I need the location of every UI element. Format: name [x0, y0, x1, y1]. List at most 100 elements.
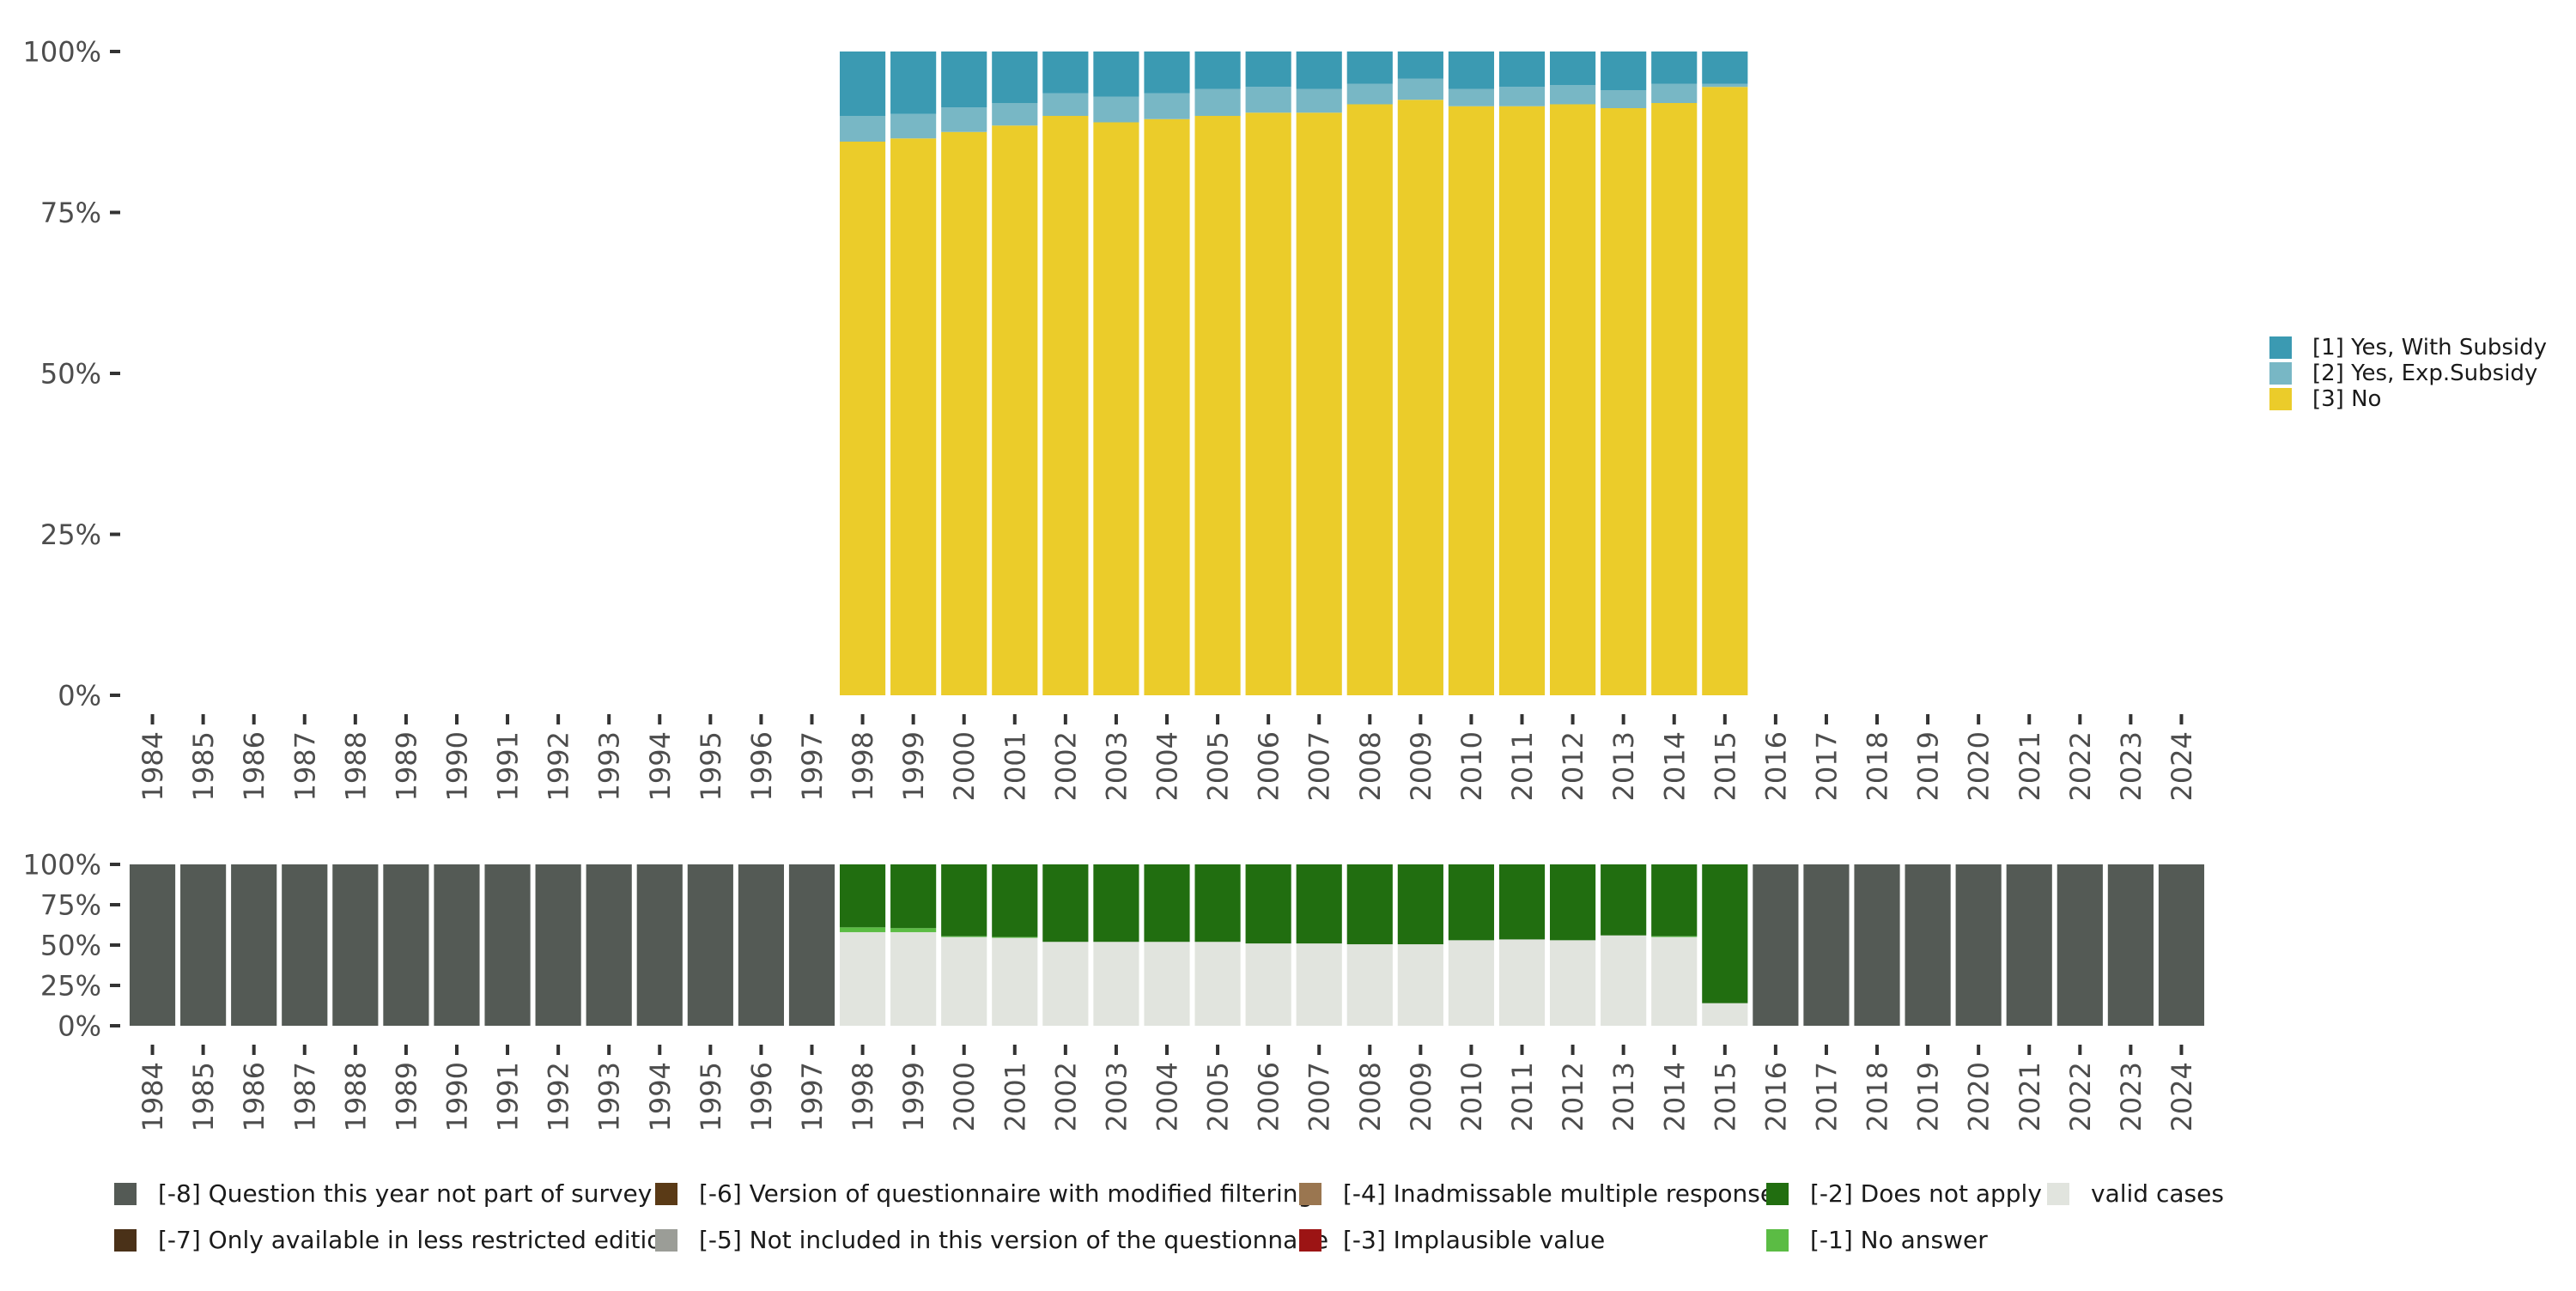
- x-tick-label: 2015: [1709, 731, 1741, 801]
- bar-segment: [1296, 52, 1342, 89]
- x-tick-label: 2014: [1658, 731, 1691, 801]
- bar-segment: [992, 125, 1038, 695]
- x-tick-label: 1995: [695, 731, 727, 801]
- bottom-legend: [-8] Question this year not part of surv…: [114, 1179, 2224, 1254]
- x-tick-label: 2007: [1303, 731, 1336, 801]
- bar-segment: [1093, 942, 1139, 1026]
- x-tick-label: 2021: [2014, 731, 2046, 801]
- bar-segment: [1702, 83, 1748, 88]
- x-tick-label: 1999: [897, 731, 930, 801]
- x-tick-label: 2004: [1151, 1062, 1184, 1131]
- bar-segment: [839, 52, 886, 116]
- bar-segment: [992, 52, 1038, 103]
- bar-segment: [1042, 52, 1089, 94]
- bar-segment: [1550, 104, 1596, 695]
- x-tick-label: 1994: [644, 731, 677, 801]
- bar-segment: [992, 864, 1038, 937]
- bar-segment: [1296, 112, 1342, 695]
- bar-segment: [1448, 52, 1495, 89]
- bar-segment: [1144, 864, 1190, 942]
- bar-segment: [992, 936, 1038, 938]
- bar-segment: [1042, 116, 1089, 695]
- legend-swatch: [1766, 1183, 1789, 1205]
- x-tick-label: 2019: [1912, 731, 1945, 801]
- x-tick-label: 2016: [1759, 731, 1792, 801]
- bar-segment: [180, 864, 227, 1026]
- bar-segment: [1093, 122, 1139, 695]
- x-tick-label: 1990: [440, 1062, 473, 1131]
- bar-segment: [941, 936, 987, 1026]
- bar-segment: [1397, 78, 1443, 100]
- bar-segment: [1346, 52, 1393, 84]
- bar-segment: [687, 864, 733, 1026]
- x-tick-label: 1986: [238, 731, 270, 801]
- bar-segment: [1144, 942, 1190, 1026]
- bar-segment: [1448, 88, 1495, 106]
- x-tick-label: 2007: [1303, 1062, 1336, 1131]
- bar-segment: [1245, 112, 1291, 695]
- x-tick-label: 1992: [543, 1062, 575, 1131]
- bar-segment: [941, 936, 987, 937]
- legend-label: [-5] Not included in this version of the…: [699, 1226, 1328, 1254]
- bar-segment: [941, 864, 987, 936]
- bar-segment: [383, 864, 429, 1026]
- bar-segment: [636, 864, 683, 1026]
- x-tick-label: 2010: [1455, 1062, 1488, 1131]
- x-tick-label: 1995: [695, 1062, 727, 1131]
- x-tick-label: 1990: [440, 731, 473, 801]
- bar-segment: [1498, 864, 1546, 940]
- x-tick-label: 1991: [492, 1062, 525, 1131]
- bar-segment: [1397, 944, 1443, 1026]
- legend-swatch: [2269, 336, 2292, 359]
- bar-segment: [1296, 943, 1342, 1026]
- x-tick-label: 1987: [289, 731, 321, 801]
- bar-segment: [738, 864, 784, 1026]
- bar-segment: [1651, 83, 1698, 103]
- bar-segment: [129, 864, 176, 1026]
- legend-label: [-7] Only available in less restricted e…: [158, 1226, 677, 1254]
- x-tick-label: 2004: [1151, 731, 1184, 801]
- y-tick-label: 100%: [23, 849, 101, 882]
- x-tick-label: 2003: [1100, 1062, 1133, 1131]
- x-tick-label: 2002: [1049, 731, 1082, 801]
- legend-swatch: [114, 1183, 137, 1205]
- bar-segment: [1144, 93, 1190, 119]
- bar-segment: [890, 52, 937, 114]
- x-tick-label: 1999: [897, 1062, 930, 1131]
- x-tick-label: 2001: [999, 731, 1031, 801]
- bar-segment: [1042, 864, 1089, 942]
- x-tick-label: 1998: [847, 731, 879, 801]
- bar-segment: [1601, 90, 1647, 108]
- legend-swatch: [1766, 1229, 1789, 1252]
- bar-segment: [1702, 864, 1748, 1003]
- bar-segment: [1550, 864, 1596, 941]
- x-tick-label: 2015: [1709, 1062, 1741, 1131]
- bar-segment: [1651, 936, 1698, 937]
- x-tick-label: 1988: [339, 1062, 372, 1131]
- x-tick-label: 1989: [390, 731, 422, 801]
- legend-swatch: [114, 1229, 137, 1252]
- bar-segment: [1498, 52, 1546, 88]
- x-tick-label: 2009: [1405, 731, 1437, 801]
- x-tick-label: 1991: [492, 731, 525, 801]
- x-tick-label: 2024: [2166, 1062, 2198, 1131]
- y-tick-label: 75%: [40, 197, 101, 229]
- legend-label: [1] Yes, With Subsidy: [2312, 335, 2547, 361]
- bar-segment: [1550, 940, 1596, 1026]
- bar-segment: [1397, 52, 1443, 79]
- x-tick-label: 1993: [593, 731, 626, 801]
- bar-segment: [1803, 864, 1850, 1026]
- top-chart: 0% 25% 50% 75% 100% 1984 1985 1986 1987 1988 1989 1…: [23, 36, 2198, 802]
- legend-label: [-8] Question this year not part of surv…: [158, 1179, 652, 1208]
- bar-segment: [1346, 864, 1393, 945]
- x-tick-label: 2020: [1963, 731, 1996, 801]
- bar-segment: [1601, 864, 1647, 936]
- x-tick-label: 1997: [796, 1062, 829, 1131]
- bar-segment: [1194, 864, 1241, 942]
- bar-segment: [1194, 88, 1241, 116]
- bar-segment: [1093, 52, 1139, 97]
- x-tick-label: 2008: [1354, 1062, 1387, 1131]
- x-tick-label: 2011: [1506, 1062, 1539, 1131]
- x-tick-label: 1993: [593, 1062, 626, 1131]
- x-tick-label: 1989: [390, 1062, 422, 1131]
